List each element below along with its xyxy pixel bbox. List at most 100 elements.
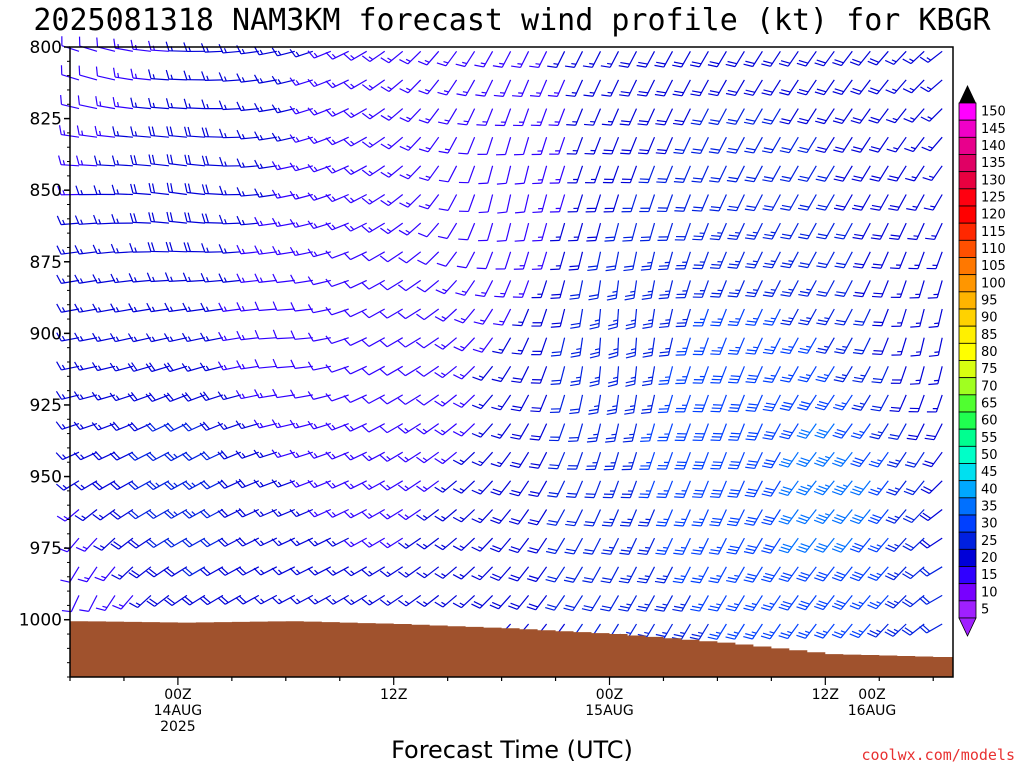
barb-feather [832, 120, 843, 125]
barb-feather [728, 263, 739, 266]
wind-barb [200, 332, 224, 342]
barb-feather [835, 233, 846, 237]
barb-feather [676, 350, 687, 353]
wind-barb [514, 222, 530, 242]
barb-half-feather [406, 87, 411, 91]
barb-half-feather [405, 202, 411, 206]
barb-feather [693, 235, 704, 238]
barb-feather [796, 606, 806, 611]
wind-barb [343, 136, 367, 147]
barb-feather [854, 542, 864, 548]
barb-staff [933, 423, 943, 440]
barb-staff [840, 50, 853, 66]
barb-staff [719, 394, 727, 412]
barb-half-feather [277, 50, 282, 56]
barb-staff [540, 337, 548, 355]
barb-feather [780, 546, 791, 551]
barb-staff [466, 108, 476, 126]
barb-half-feather [891, 59, 897, 63]
wind-barb [437, 222, 458, 240]
barb-feather [163, 569, 173, 577]
barb-staff [700, 136, 709, 154]
barb-staff [634, 366, 638, 385]
wind-barb [816, 308, 835, 326]
barb-feather [166, 422, 175, 431]
barb-half-feather [82, 546, 88, 550]
wind-barb [778, 50, 799, 67]
wind-barb [307, 192, 331, 201]
colorbar-label: 95 [981, 293, 998, 308]
barb-staff [369, 594, 386, 606]
barb-staff [805, 50, 817, 67]
barb-feather [184, 183, 188, 193]
barb-feather [343, 167, 352, 175]
wind-barb [434, 423, 457, 436]
barb-half-feather [259, 192, 263, 197]
barb-feather [779, 121, 789, 125]
barb-staff [860, 394, 871, 411]
barb-staff [645, 566, 656, 584]
barb-half-feather [646, 462, 652, 464]
wind-barb [692, 337, 709, 356]
wind-barb [565, 509, 584, 527]
wind-barb [604, 222, 620, 242]
wind-barb [868, 108, 889, 124]
wind-barb [491, 365, 512, 383]
barb-feather [851, 602, 862, 608]
wind-barb [728, 423, 745, 441]
barb-staff [576, 165, 584, 184]
barb-feather [218, 72, 224, 82]
wind-barb [570, 308, 584, 329]
barb-staff [718, 480, 727, 498]
barb-half-feather [368, 570, 373, 575]
barb-half-feather [295, 511, 300, 516]
barb-feather [674, 496, 684, 499]
barb-staff [771, 394, 781, 412]
barb-staff [825, 308, 835, 326]
wind-barb [834, 251, 853, 269]
barb-feather [692, 267, 703, 270]
barb-feather [800, 429, 811, 434]
wind-barb [813, 480, 835, 496]
wind-barb [779, 394, 799, 411]
barb-staff [611, 480, 620, 498]
wind-barb [761, 79, 781, 96]
barb-staff [538, 51, 548, 68]
barb-feather [583, 94, 593, 97]
barb-feather [853, 146, 863, 150]
wind-barb [165, 69, 187, 81]
wind-barb [637, 537, 656, 556]
barb-feather [608, 351, 618, 356]
barb-staff [683, 480, 691, 498]
wind-barb [92, 303, 116, 313]
barb-feather [850, 90, 860, 95]
barb-feather [890, 382, 901, 384]
barb-feather [452, 545, 462, 551]
barb-staff [771, 222, 781, 240]
barb-half-feather [626, 575, 632, 578]
barb-feather [436, 62, 447, 67]
barb-half-feather [241, 48, 245, 54]
barb-staff [683, 451, 691, 470]
barb-feather [673, 552, 683, 555]
wind-barb [548, 451, 566, 470]
barb-staff [539, 366, 548, 384]
barb-feather [890, 234, 901, 237]
barb-feather [834, 459, 844, 465]
wind-barb [236, 273, 259, 284]
barb-feather [798, 574, 808, 579]
wind-barb [530, 366, 548, 384]
barb-half-feather [223, 76, 227, 82]
wind-barb [872, 337, 889, 356]
barb-half-feather [241, 363, 245, 369]
barb-staff [574, 79, 584, 97]
barb-feather [271, 161, 278, 170]
barb-feather [764, 291, 774, 294]
barb-feather [890, 296, 901, 299]
barb-half-feather [497, 461, 503, 465]
wind-barb [692, 308, 709, 327]
colorbar-cell [958, 171, 977, 190]
barb-feather [235, 480, 243, 489]
wind-barb [94, 566, 116, 582]
